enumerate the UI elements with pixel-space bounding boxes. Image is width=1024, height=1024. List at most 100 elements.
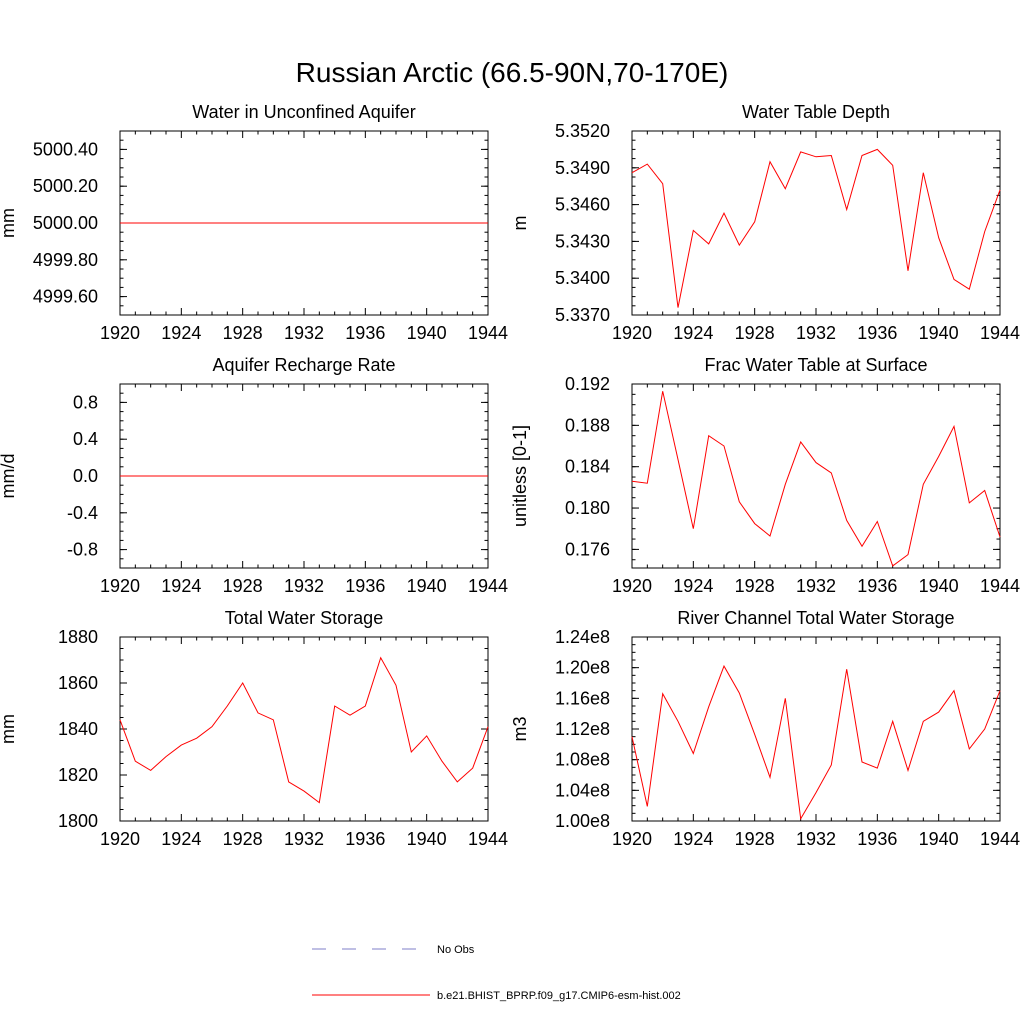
- panel-title: Water in Unconfined Aquifer: [192, 102, 415, 122]
- x-tick-label: 1944: [468, 576, 508, 596]
- x-tick-label: 1920: [100, 829, 140, 849]
- x-tick-label: 1932: [796, 576, 836, 596]
- legend-label-model: b.e21.BHIST_BPRP.f09_g17.CMIP6-esm-hist.…: [437, 990, 681, 1002]
- plot-frame: [119, 636, 489, 822]
- y-tick-label: 1.20e8: [555, 658, 610, 678]
- x-tick-label: 1940: [407, 323, 447, 343]
- x-tick-label: 1932: [796, 829, 836, 849]
- y-tick-label: 5000.20: [33, 176, 98, 196]
- x-tick-label: 1928: [223, 829, 263, 849]
- legend-label-no-obs: No Obs: [437, 944, 475, 956]
- y-tick-label: 1880: [58, 627, 98, 647]
- y-tick-label: 1.12e8: [555, 719, 610, 739]
- x-tick-label: 1928: [223, 323, 263, 343]
- x-tick-label: 1940: [407, 829, 447, 849]
- x-tick-label: 1944: [980, 576, 1020, 596]
- y-tick-label: 5000.40: [33, 139, 98, 159]
- y-tick-label: 1800: [58, 811, 98, 831]
- x-tick-label: 1920: [612, 829, 652, 849]
- panel-title: Frac Water Table at Surface: [704, 355, 927, 375]
- y-tick-label: 5.3490: [555, 158, 610, 178]
- figure-title: Russian Arctic (66.5-90N,70-170E): [296, 57, 729, 88]
- x-tick-label: 1940: [919, 829, 959, 849]
- y-tick-label: 1.24e8: [555, 627, 610, 647]
- y-tick-label: 0.4: [73, 429, 98, 449]
- y-axis-label: mm/d: [0, 454, 18, 499]
- x-tick-label: 1940: [919, 576, 959, 596]
- series-line: [119, 656, 489, 804]
- x-tick-label: 1924: [673, 829, 713, 849]
- y-tick-label: 0.180: [565, 498, 610, 518]
- x-tick-label: 1928: [735, 323, 775, 343]
- y-tick-label: -0.8: [67, 540, 98, 560]
- panel-title: River Channel Total Water Storage: [677, 608, 954, 628]
- y-axis-label: m: [510, 216, 530, 231]
- x-tick-label: 1924: [673, 576, 713, 596]
- panel-total-water-storage: Total Water Storage 1920 1924 1928 1932 1936 1…: [0, 608, 508, 849]
- x-tick-label: 1936: [345, 829, 385, 849]
- plot-frame: [631, 130, 1001, 316]
- panel-water-in-unconfined-aquifer: Water in Unconfined Aquifer 1920 1924 1928 1…: [0, 102, 508, 343]
- y-tick-label: 5.3460: [555, 195, 610, 215]
- y-axis-label: unitless [0-1]: [510, 425, 530, 527]
- x-tick-label: 1932: [284, 576, 324, 596]
- x-tick-label: 1920: [612, 323, 652, 343]
- y-tick-label: 5.3370: [555, 305, 610, 325]
- x-tick-label: 1920: [100, 576, 140, 596]
- panel-frac-water-table-at-surface: Frac Water Table at Surface 1920 1924 1928 1…: [510, 355, 1020, 596]
- x-tick-label: 1924: [161, 323, 201, 343]
- y-tick-label: 5.3400: [555, 268, 610, 288]
- series-line: [631, 148, 1001, 308]
- y-tick-label: 1.16e8: [555, 688, 610, 708]
- panel-title: Total Water Storage: [225, 608, 383, 628]
- y-tick-label: 1.04e8: [555, 780, 610, 800]
- x-tick-label: 1932: [284, 829, 324, 849]
- x-tick-label: 1944: [980, 323, 1020, 343]
- x-tick-label: 1936: [857, 576, 897, 596]
- x-tick-label: 1924: [673, 323, 713, 343]
- x-tick-label: 1920: [100, 323, 140, 343]
- x-tick-label: 1936: [345, 323, 385, 343]
- y-tick-label: 0.0: [73, 466, 98, 486]
- y-tick-label: 1860: [58, 673, 98, 693]
- y-axis-label: mm: [0, 714, 18, 744]
- y-tick-label: 0.188: [565, 415, 610, 435]
- x-tick-label: 1928: [223, 576, 263, 596]
- y-tick-label: 5000.00: [33, 213, 98, 233]
- x-tick-label: 1920: [612, 576, 652, 596]
- x-tick-label: 1936: [857, 323, 897, 343]
- y-tick-label: 5.3430: [555, 231, 610, 251]
- y-tick-label: 1.00e8: [555, 811, 610, 831]
- y-tick-label: 1.08e8: [555, 750, 610, 770]
- y-tick-label: 0.192: [565, 374, 610, 394]
- y-tick-label: 1820: [58, 765, 98, 785]
- x-tick-label: 1940: [407, 576, 447, 596]
- series-line: [631, 664, 1001, 821]
- x-tick-label: 1944: [468, 323, 508, 343]
- x-tick-label: 1924: [161, 829, 201, 849]
- y-tick-label: 0.176: [565, 539, 610, 559]
- panel-title: Aquifer Recharge Rate: [212, 355, 395, 375]
- x-tick-label: 1936: [857, 829, 897, 849]
- series-line: [631, 391, 1001, 567]
- plot-frame: [631, 383, 1001, 569]
- x-tick-label: 1928: [735, 576, 775, 596]
- legend: No Obs b.e21.BHIST_BPRP.f09_g17.CMIP6-es…: [312, 944, 681, 1002]
- y-tick-label: 4999.80: [33, 250, 98, 270]
- y-tick-label: -0.4: [67, 503, 98, 523]
- panel-title: Water Table Depth: [742, 102, 890, 122]
- y-tick-label: 0.8: [73, 392, 98, 412]
- y-axis-label: m3: [510, 716, 530, 741]
- y-tick-label: 1840: [58, 719, 98, 739]
- x-tick-label: 1944: [468, 829, 508, 849]
- y-axis-label: mm: [0, 208, 18, 238]
- x-tick-label: 1932: [284, 323, 324, 343]
- panel-river-channel-total-water-storage: River Channel Total Water Storage 1920 192…: [510, 608, 1020, 849]
- x-tick-label: 1924: [161, 576, 201, 596]
- x-tick-label: 1936: [345, 576, 385, 596]
- x-tick-label: 1928: [735, 829, 775, 849]
- panel-water-table-depth: Water Table Depth 1920 1924 1928 1932 1936 194…: [510, 102, 1020, 343]
- y-tick-label: 4999.60: [33, 287, 98, 307]
- y-tick-label: 5.3520: [555, 121, 610, 141]
